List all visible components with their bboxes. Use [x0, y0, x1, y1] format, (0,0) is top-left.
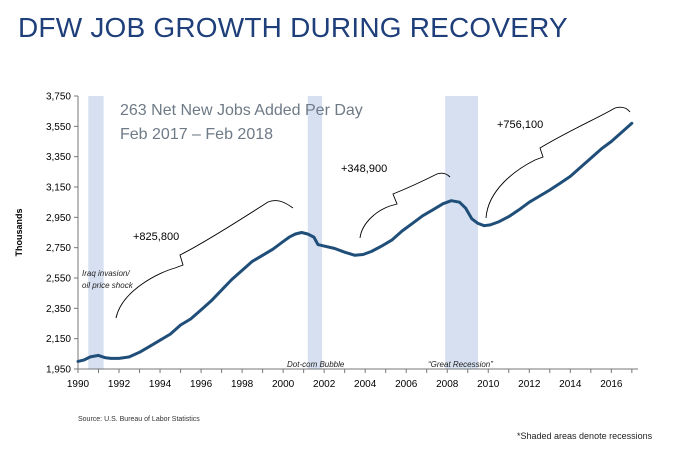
y-tick-label: 2,950 [46, 213, 71, 224]
recession-footnote: *Shaded areas denote recessions [517, 431, 653, 441]
x-tick-label: 1994 [149, 379, 172, 390]
x-tick-label: 2010 [477, 379, 500, 390]
y-tick-label: 3,150 [46, 183, 71, 194]
gain-2010s-label: +756,100 [497, 119, 543, 131]
x-tick-label: 2016 [600, 379, 623, 390]
y-tick-label: 2,550 [46, 274, 71, 285]
y-tick-label: 2,350 [46, 304, 71, 315]
x-tick-label: 1996 [190, 379, 213, 390]
brace-1990s [115, 200, 294, 319]
recession-label-great: “Great Recession” [428, 360, 493, 369]
source-note: Source: U.S. Bureau of Labor Statistics [78, 416, 200, 423]
series-line-0 [76, 121, 634, 363]
y-tick-label: 3,750 [46, 92, 71, 103]
x-tick-label: 1990 [67, 379, 90, 390]
recession-shade-2 [445, 96, 478, 369]
x-tick-label: 2006 [395, 379, 418, 390]
x-tick-label: 2002 [313, 379, 336, 390]
gain-1990s-label: +825,800 [133, 231, 179, 243]
x-tick-label: 2000 [272, 379, 295, 390]
brace-2010s [485, 106, 631, 219]
y-tick-label: 3,350 [46, 152, 71, 163]
chart-title: DFW JOB GROWTH DURING RECOVERY [18, 12, 568, 43]
recession-label-dotcom: Dot-com Bubble [287, 360, 345, 369]
headline-annotation: 263 Net New Jobs Added Per Day [120, 102, 363, 119]
x-tick-label: 2004 [354, 379, 377, 390]
recession-shade-1 [307, 96, 323, 369]
recession-label-iraq-2: oil price shock [82, 281, 134, 290]
x-tick-label: 2008 [436, 379, 459, 390]
x-tick-label: 2014 [559, 379, 582, 390]
y-tick-label: 3,550 [46, 122, 71, 133]
date-range-annotation: Feb 2017 – Feb 2018 [120, 126, 273, 143]
recession-label-iraq-1: Iraq invasion/ [82, 269, 130, 278]
y-tick-label: 1,950 [46, 365, 71, 376]
x-tick-label: 1998 [231, 379, 254, 390]
brace-2000s [359, 172, 451, 239]
recession-shade-0 [88, 96, 104, 369]
gain-2000s-label: +348,900 [341, 163, 387, 175]
y-axis-label: Thousands [14, 208, 24, 256]
y-tick-label: 2,150 [46, 334, 71, 345]
x-tick-label: 2012 [518, 379, 541, 390]
x-tick-label: 1992 [108, 379, 131, 390]
y-tick-label: 2,750 [46, 243, 71, 254]
